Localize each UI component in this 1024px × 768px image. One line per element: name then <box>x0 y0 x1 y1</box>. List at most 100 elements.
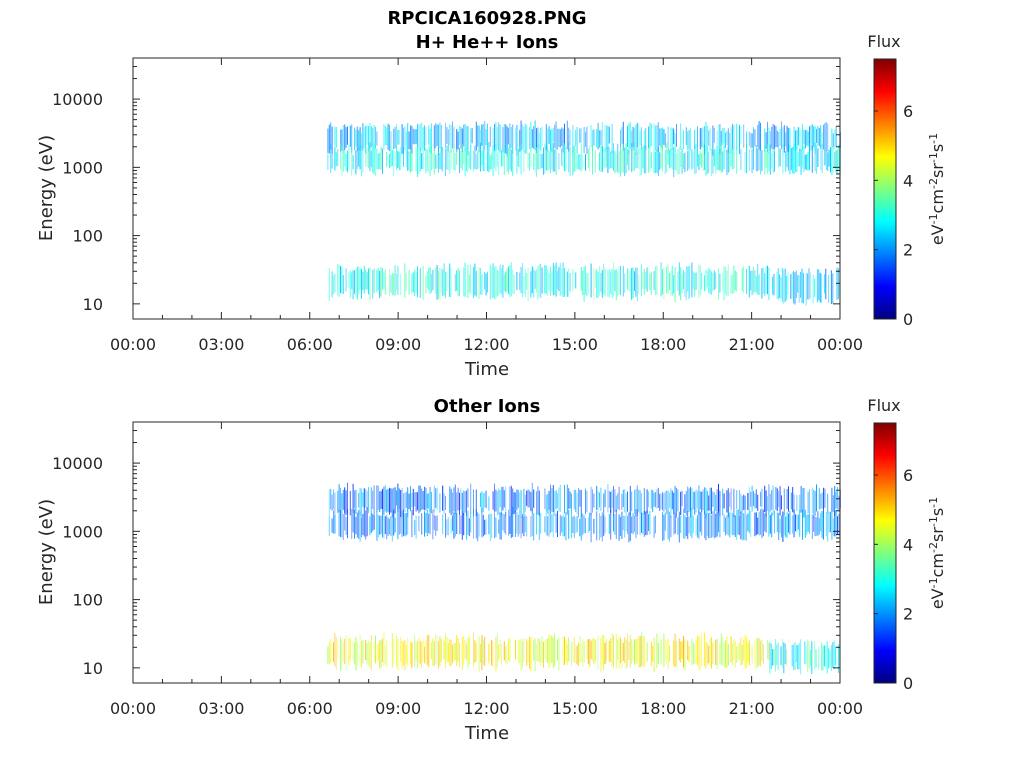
heatmap-cell <box>464 262 466 297</box>
heatmap-cell <box>723 127 725 144</box>
heatmap-cell <box>361 132 362 149</box>
heatmap-cell <box>426 149 428 171</box>
heatmap-cell <box>641 127 642 149</box>
heatmap-cell <box>361 488 362 518</box>
heatmap-cell <box>681 148 683 174</box>
heatmap-cell <box>478 636 480 672</box>
heatmap-cell <box>821 274 823 304</box>
heatmap-cell <box>593 493 595 508</box>
heatmap-cell <box>768 643 770 660</box>
heatmap-cell <box>348 272 350 289</box>
heatmap-cell <box>725 640 726 668</box>
heatmap-cell <box>594 149 596 173</box>
heatmap-cell <box>739 124 740 155</box>
heatmap-cell <box>830 147 831 173</box>
heatmap-cell <box>484 120 486 151</box>
heatmap-cell <box>377 485 379 511</box>
heatmap-cell <box>814 126 816 154</box>
heatmap-cell <box>821 144 823 173</box>
heatmap-cell <box>576 127 578 154</box>
heatmap-cell <box>439 636 441 666</box>
heatmap-cell <box>545 124 547 151</box>
heatmap-cell <box>669 511 670 542</box>
x-ticks: 00:00 03:00 06:00 09:00 12:00 15:00 18:00 21:00… <box>110 58 863 354</box>
heatmap-cell <box>737 643 739 660</box>
heatmap-cell <box>442 514 444 535</box>
heatmap-cell <box>450 488 452 516</box>
heatmap-cell <box>618 266 620 295</box>
heatmap-cell <box>389 269 390 297</box>
heatmap-cell <box>403 147 404 167</box>
heatmap-cell <box>632 267 634 299</box>
heatmap-cell <box>335 127 337 148</box>
heatmap-cell <box>362 514 364 535</box>
heatmap-cell <box>662 492 663 511</box>
heatmap-cell <box>390 488 392 513</box>
heatmap-cell <box>624 273 626 293</box>
heatmap-cell <box>657 122 659 152</box>
heatmap-cell <box>711 487 712 515</box>
heatmap-cell <box>631 639 633 664</box>
heatmap-cell <box>610 491 612 513</box>
heatmap-cell <box>761 508 763 538</box>
heatmap-cell <box>397 483 399 513</box>
heatmap-cell <box>411 510 413 538</box>
heatmap-cell <box>781 121 782 150</box>
heatmap-cell <box>779 274 781 298</box>
x-ticks: 00:00 03:00 06:00 09:00 12:00 15:00 18:00 21:00… <box>110 422 863 718</box>
heatmap-cell <box>386 151 388 167</box>
heatmap-cell <box>761 488 763 507</box>
heatmap-cell <box>575 272 577 289</box>
heatmap-cell <box>415 129 417 144</box>
heatmap-cell <box>780 646 782 666</box>
heatmap-cell <box>373 514 375 530</box>
heatmap-cell <box>701 153 703 168</box>
heatmap-cell <box>398 151 400 171</box>
heatmap-cell <box>405 491 407 508</box>
heatmap-cell <box>548 490 550 510</box>
heatmap-cell <box>341 638 343 669</box>
heatmap-cell <box>407 509 409 535</box>
heatmap-cell <box>837 516 838 534</box>
heatmap-cell <box>397 508 399 540</box>
heatmap-cell <box>502 486 504 511</box>
heatmap-cell <box>807 639 809 673</box>
heatmap-cell <box>377 643 379 661</box>
heatmap-cell <box>530 271 532 298</box>
heatmap-cell <box>512 488 514 514</box>
heatmap-cell <box>393 129 395 150</box>
heatmap-cell <box>674 133 676 148</box>
colorbar-gradient <box>873 58 897 320</box>
heatmap-cell <box>673 275 675 294</box>
heatmap-cell <box>667 490 669 511</box>
heatmap-cell <box>541 267 543 294</box>
heatmap-cell <box>704 487 705 514</box>
heatmap-cell <box>639 514 641 536</box>
heatmap-cell <box>743 266 745 293</box>
heatmap-cell <box>489 126 491 147</box>
heatmap-cell <box>834 130 836 150</box>
heatmap-cell <box>804 509 806 538</box>
heatmap-cell <box>639 636 641 668</box>
heatmap-cell <box>583 126 585 154</box>
heatmap-cell <box>510 514 512 538</box>
heatmap-cell <box>548 508 550 537</box>
heatmap-cell <box>355 516 357 535</box>
heatmap-cell <box>701 491 703 512</box>
heatmap-cell <box>352 514 354 533</box>
heatmap-cell <box>708 645 710 664</box>
heatmap-cell <box>762 267 764 294</box>
heatmap-cell <box>530 516 532 537</box>
heatmap-cell <box>498 144 500 176</box>
heatmap-cell <box>722 272 724 292</box>
heatmap-cell <box>375 148 376 177</box>
heatmap-cell <box>688 129 690 149</box>
heatmap-cell <box>426 271 428 289</box>
heatmap-cell <box>473 267 474 299</box>
heatmap-cell <box>805 273 807 306</box>
heatmap-cell <box>555 147 557 175</box>
heatmap-cell <box>650 152 652 169</box>
heatmap-cell <box>698 485 700 515</box>
heatmap-cell <box>669 272 670 291</box>
heatmap-cell <box>405 644 407 664</box>
